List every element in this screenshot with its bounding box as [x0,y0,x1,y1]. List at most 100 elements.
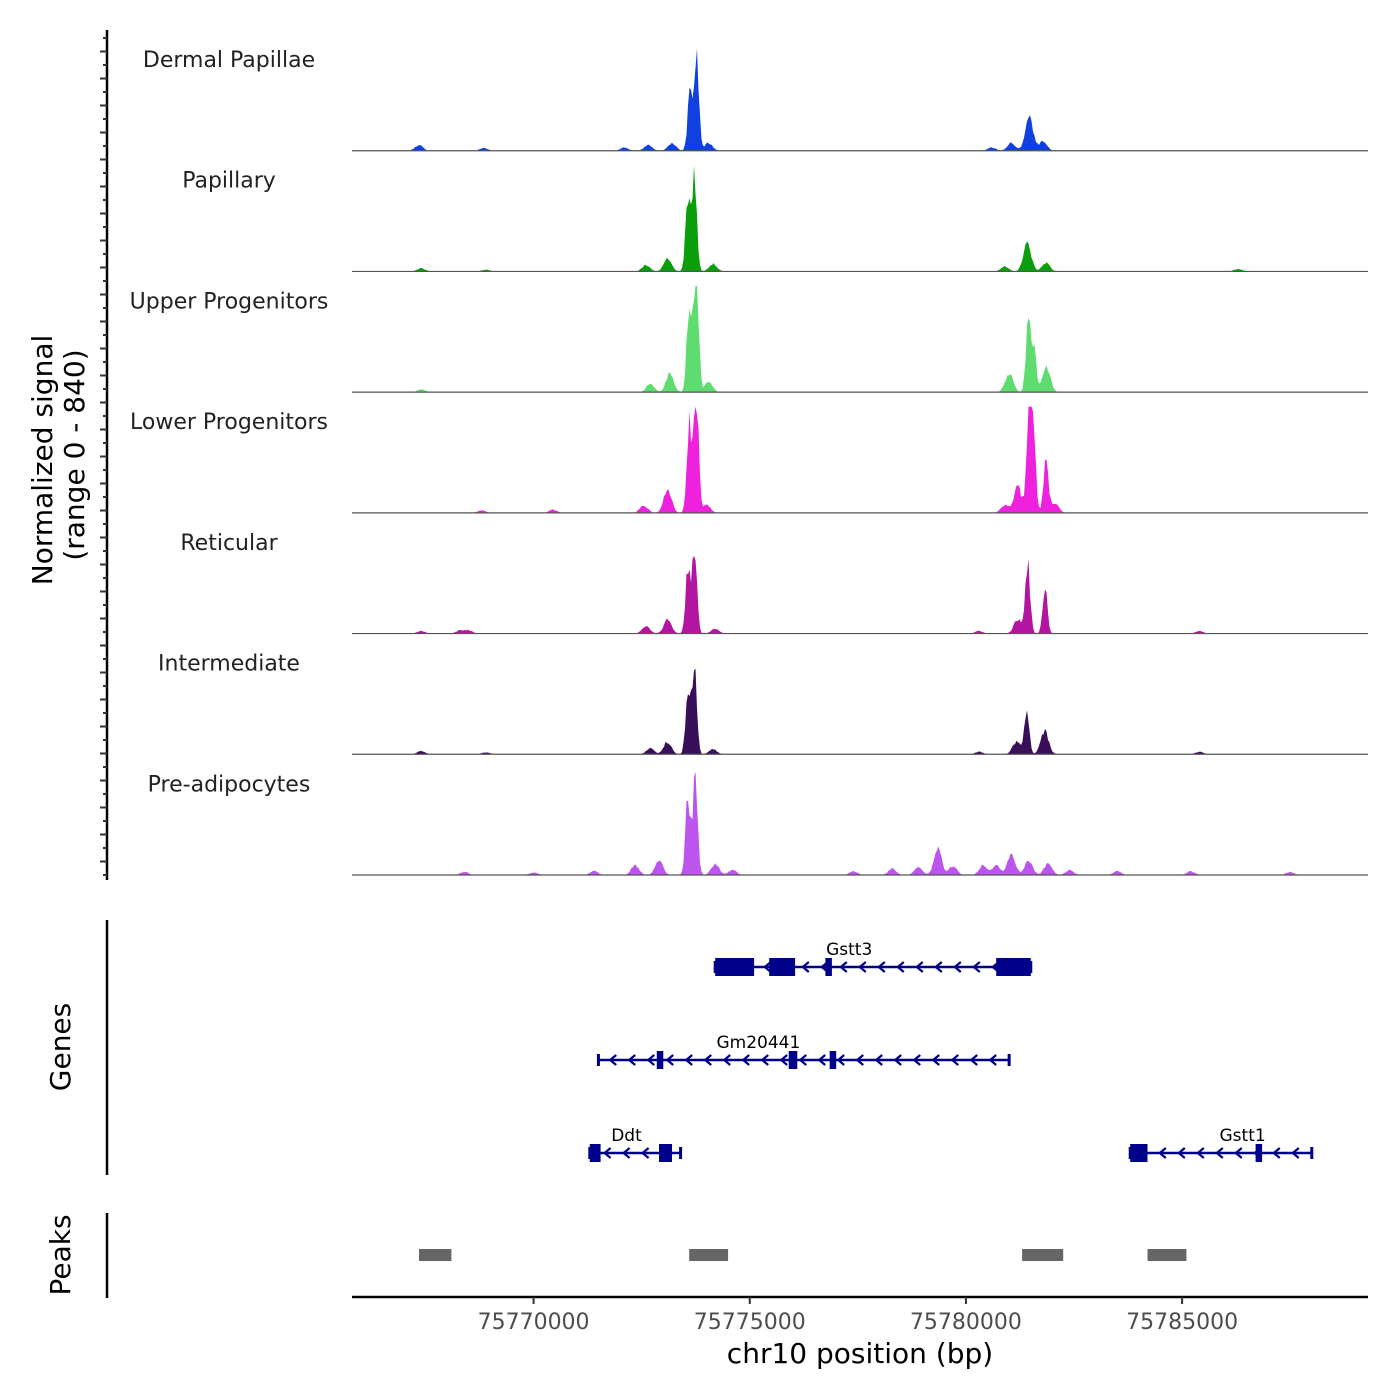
gene-label: Gstt3 [826,940,872,960]
coverage-track: Intermediate [158,652,1368,755]
x-tick-label: 75775000 [694,1310,806,1335]
strand-arrow [646,1054,655,1066]
coverage-track-label: Pre-adipocytes [148,772,311,797]
gene-exon [659,1144,672,1162]
coverage-track-label: Lower Progenitors [130,410,328,435]
gene-model: Gstt1 [1128,1126,1314,1162]
x-tick-label: 75780000 [910,1310,1022,1335]
coverage-area [352,165,1368,272]
coverage-track: Dermal Papillae [143,48,1368,152]
x-axis-ticks: 75770000 75775000 75780000 75785000 [478,1297,1238,1335]
peak-region [1022,1249,1064,1261]
strand-arrow [934,961,943,973]
coverage-tracks: Dermal Papillae Papillary Upper Progenitor… [130,48,1368,876]
gene-exon [589,1144,601,1162]
gene-exon [825,958,832,976]
strand-arrow [1158,1147,1167,1159]
strand-arrow [741,1054,750,1066]
gene-exon [1130,1144,1148,1162]
strand-arrow [1196,1147,1205,1159]
coverage-track-label: Upper Progenitors [130,289,329,314]
strand-arrow [621,1147,631,1159]
gene-exon [788,1051,798,1069]
strand-arrow [858,961,867,973]
gene-annotations: Gstt3 Gm20441 Ddt Gstt1 [588,940,1314,1162]
gene-label: Gstt1 [1220,1126,1266,1146]
coverage-area [352,406,1368,513]
strand-arrow [896,961,905,973]
strand-arrow [874,1054,883,1066]
strand-arrow [893,1054,902,1066]
gene-exon [1255,1144,1263,1162]
gene-model: Ddt [588,1126,683,1162]
strand-arrow [779,1054,788,1066]
coverage-area [352,668,1368,755]
coverage-track: Lower Progenitors [130,406,1368,514]
strand-arrow [1215,1147,1224,1159]
coverage-track: Pre-adipocytes [148,771,1368,876]
coverage-ylabel-line1: Normalized signal [26,335,59,586]
strand-arrow [931,1054,940,1066]
strand-arrow [1177,1147,1186,1159]
peak-region [1147,1249,1187,1261]
strand-arrow [972,961,981,973]
peak-region [419,1249,452,1261]
x-tick-label: 75785000 [1126,1310,1238,1335]
coverage-area [352,48,1368,151]
strand-arrow [665,1054,674,1066]
strand-arrow [1272,1147,1281,1159]
gene-exon [996,958,1031,976]
x-axis-title: chr10 position (bp) [727,1337,993,1370]
coverage-track-label: Reticular [180,531,278,556]
strand-arrow [855,1054,864,1066]
coverage-area [352,285,1368,393]
strand-arrow [877,961,886,973]
strand-arrow [763,961,772,973]
strand-arrow [912,1054,921,1066]
strand-arrow [722,1054,731,1066]
coverage-track-label: Intermediate [158,652,300,677]
strand-arrow [801,961,810,973]
strand-arrow [817,1054,826,1066]
gene-exon [829,1051,837,1069]
gene-exon [769,958,796,976]
strand-arrow [953,961,962,973]
strand-arrow [798,1054,807,1066]
strand-arrow [703,1054,712,1066]
peaks-ylabel: Peaks [44,1214,77,1295]
strand-arrow [640,1147,650,1159]
coverage-area [352,771,1368,875]
strand-arrow [915,961,924,973]
strand-arrow [684,1054,693,1066]
strand-arrow [950,1054,959,1066]
coverage-track: Papillary [182,165,1368,273]
coverage-track-label: Dermal Papillae [143,48,315,73]
strand-arrow [608,1054,617,1066]
strand-arrow [988,1054,997,1066]
strand-arrow [602,1147,612,1159]
strand-arrow [1234,1147,1243,1159]
strand-arrow [836,1054,845,1066]
coverage-track: Reticular [180,531,1368,635]
strand-arrow [1291,1147,1300,1159]
gene-model: Gstt3 [713,940,1033,976]
genes-ylabel: Genes [44,1003,77,1091]
gene-label: Gm20441 [716,1033,800,1053]
strand-arrow [627,1054,636,1066]
strand-arrow [839,961,848,973]
peak-region [689,1249,729,1261]
peak-regions [419,1249,1187,1261]
coverage-area [352,555,1368,634]
gene-exon [715,958,755,976]
gene-model: Gm20441 [596,1033,1011,1069]
coverage-track-label: Papillary [182,169,276,194]
gene-label: Ddt [611,1126,642,1146]
strand-arrow [760,1054,769,1066]
strand-arrow [969,1054,978,1066]
coverage-track: Upper Progenitors [130,285,1368,393]
coverage-y-ticks [100,37,107,876]
gene-exon [656,1051,664,1069]
coverage-ylabel-line2: (range 0 - 840) [58,349,91,560]
x-tick-label: 75770000 [478,1310,590,1335]
